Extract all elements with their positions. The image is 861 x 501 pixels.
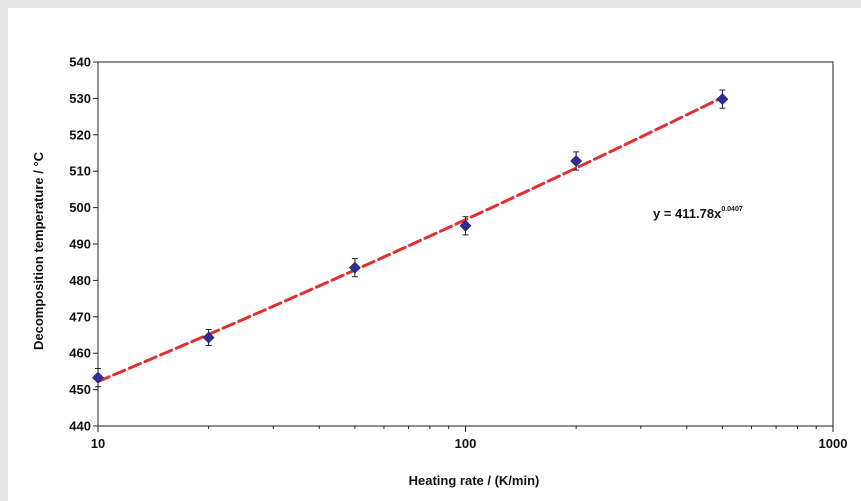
chart: 440 450 460 470 480 490 500 510 520 530 540 10 100 10… [31,55,847,489]
x-tick-label: 100 [455,436,477,451]
data-point [92,371,104,384]
x-tick-label: 10 [91,436,105,451]
equation-exponent: 0.0407 [721,206,743,213]
y-tick-label: 490 [69,237,91,252]
y-tick-label: 540 [69,55,91,70]
trendline-group [96,95,724,383]
y-axis-title: Decomposition temperature / °C [31,151,46,350]
y-tick-label: 440 [69,419,91,434]
y-tick-label: 480 [69,273,91,288]
y-tick-label: 520 [69,127,91,142]
axes: 440 450 460 470 480 490 500 510 520 530 540 10 100 10… [69,55,847,452]
data-point [348,261,361,274]
y-tick-label: 500 [69,200,91,215]
y-tick-label: 450 [69,382,91,397]
data-point [570,155,583,167]
data-point [716,93,729,106]
trendline [96,95,724,383]
equation-main: y = 411.78x [653,206,722,221]
x-axis-title: Heating rate / (K/min) [409,473,540,488]
data-point [202,331,215,344]
plot-frame [97,61,834,427]
data-point [459,219,472,232]
y-tick-label: 460 [69,346,91,361]
x-tick-label: 1000 [819,436,848,451]
y-tick-label: 510 [69,164,91,179]
y-tick-label: 470 [69,309,91,324]
chart-panel: 440 450 460 470 480 490 500 510 520 530 540 10 100 10… [8,8,861,501]
trendline-equation: y = 411.78x0.0407 [653,206,743,221]
y-tick-label: 530 [69,91,91,106]
data-points [92,89,729,388]
